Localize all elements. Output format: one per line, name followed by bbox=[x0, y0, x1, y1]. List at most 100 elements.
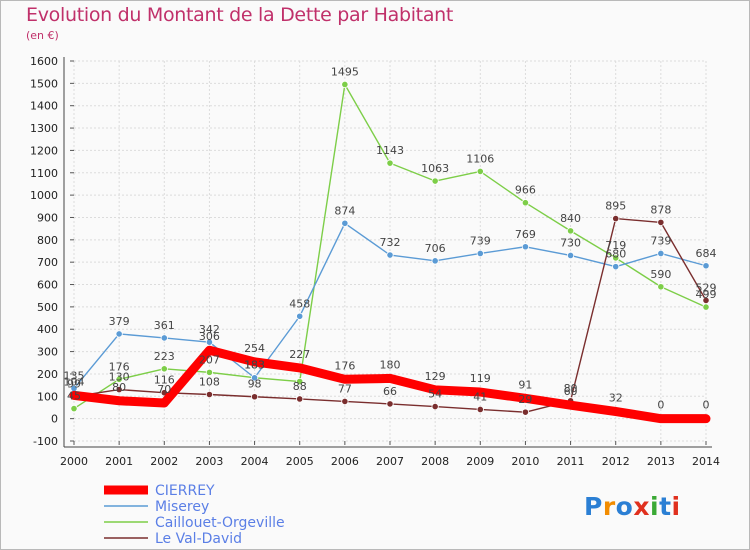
data-point bbox=[115, 330, 123, 338]
data-point bbox=[296, 377, 304, 386]
data-label: 98 bbox=[248, 378, 262, 391]
legend-label: Le Val-David bbox=[155, 531, 242, 547]
data-label: 458 bbox=[289, 297, 310, 310]
data-point bbox=[431, 385, 440, 394]
data-point bbox=[205, 346, 214, 355]
data-point bbox=[295, 363, 304, 372]
data-point bbox=[657, 283, 665, 291]
data-point bbox=[702, 296, 710, 304]
data-label: 379 bbox=[109, 315, 130, 328]
data-label: 0 bbox=[657, 399, 664, 412]
data-label: 684 bbox=[696, 247, 717, 260]
x-tick-label: 2012 bbox=[602, 455, 630, 468]
data-label: 730 bbox=[560, 236, 581, 249]
y-tick-label: 1300 bbox=[30, 122, 58, 135]
data-label: 108 bbox=[199, 376, 220, 389]
y-tick-label: 700 bbox=[37, 256, 58, 269]
data-label: 223 bbox=[154, 350, 175, 363]
data-point bbox=[431, 177, 439, 185]
y-tick-label: 1100 bbox=[30, 167, 58, 180]
data-label: 878 bbox=[650, 203, 671, 216]
data-label: 80 bbox=[564, 382, 578, 395]
data-point bbox=[115, 375, 123, 383]
y-tick-label: 900 bbox=[37, 211, 58, 224]
data-point bbox=[521, 243, 530, 251]
logo-letter: o bbox=[615, 492, 634, 521]
data-point bbox=[566, 251, 575, 260]
data-point bbox=[566, 401, 575, 410]
x-tick-label: 2003 bbox=[195, 455, 223, 468]
axes: -100010020030040050060070080090010001100… bbox=[30, 55, 720, 468]
data-label: 966 bbox=[515, 184, 536, 197]
data-point bbox=[521, 394, 530, 403]
data-label: 306 bbox=[199, 330, 220, 343]
data-label: 129 bbox=[425, 370, 446, 383]
legend-label: Caillouet-Orgeville bbox=[155, 515, 285, 531]
x-tick-label: 2007 bbox=[376, 455, 404, 468]
y-tick-label: 1500 bbox=[30, 77, 58, 90]
y-tick-label: 1200 bbox=[30, 144, 58, 157]
data-label: 88 bbox=[293, 380, 307, 393]
data-point bbox=[250, 357, 259, 366]
legend-label: CIERREY bbox=[155, 483, 215, 499]
x-tick-label: 2011 bbox=[557, 455, 585, 468]
data-label: 91 bbox=[518, 378, 532, 391]
x-tick-label: 2008 bbox=[421, 455, 449, 468]
data-label: 180 bbox=[380, 358, 401, 371]
x-tick-label: 2000 bbox=[60, 455, 88, 468]
data-label: 1106 bbox=[466, 152, 494, 165]
y-tick-label: 500 bbox=[37, 301, 58, 314]
data-point bbox=[70, 404, 78, 413]
data-point bbox=[250, 393, 259, 401]
data-label: 135 bbox=[64, 369, 85, 382]
data-point bbox=[160, 399, 169, 407]
data-label: 1495 bbox=[331, 65, 359, 78]
data-point bbox=[476, 249, 484, 258]
data-point bbox=[341, 219, 349, 227]
data-point bbox=[296, 312, 304, 320]
data-point bbox=[205, 368, 214, 376]
data-label: 77 bbox=[338, 382, 352, 395]
data-label: 176 bbox=[109, 360, 130, 373]
data-label: 119 bbox=[470, 372, 491, 385]
data-point bbox=[612, 263, 620, 271]
data-label: 680 bbox=[605, 248, 626, 261]
data-label: 254 bbox=[244, 342, 265, 355]
data-point bbox=[476, 388, 485, 397]
x-tick-label: 2001 bbox=[105, 455, 133, 468]
proxiti-logo: Proxiti bbox=[584, 492, 681, 521]
data-point bbox=[476, 167, 484, 176]
y-tick-label: 800 bbox=[37, 234, 58, 247]
logo-letter: i bbox=[650, 492, 660, 521]
data-point bbox=[657, 249, 665, 258]
data-label: 183 bbox=[244, 359, 265, 372]
data-label: 70 bbox=[157, 383, 171, 396]
data-label: 739 bbox=[470, 234, 491, 247]
data-label: 1143 bbox=[376, 144, 404, 157]
chart-unit: (en €) bbox=[26, 29, 59, 42]
data-label: 29 bbox=[518, 393, 532, 406]
data-point bbox=[611, 407, 620, 416]
legend-label: Miserey bbox=[155, 499, 209, 515]
data-label: 361 bbox=[154, 319, 175, 332]
data-point bbox=[115, 396, 124, 405]
data-point bbox=[115, 385, 123, 394]
data-label: 66 bbox=[383, 385, 397, 398]
data-point bbox=[296, 395, 304, 403]
y-tick-label: 1600 bbox=[30, 55, 58, 68]
y-tick-label: 200 bbox=[37, 368, 58, 381]
data-label: 183 bbox=[244, 359, 265, 372]
data-point bbox=[476, 405, 484, 414]
y-tick-label: 300 bbox=[37, 346, 58, 359]
x-tick-label: 2005 bbox=[286, 455, 314, 468]
x-tick-label: 2013 bbox=[647, 455, 675, 468]
data-label: 99 bbox=[67, 378, 81, 391]
data-point bbox=[566, 227, 575, 235]
data-label: 104 bbox=[64, 375, 85, 388]
data-label: 1063 bbox=[421, 162, 449, 175]
data-label: 227 bbox=[289, 348, 310, 361]
data-point bbox=[386, 251, 394, 259]
